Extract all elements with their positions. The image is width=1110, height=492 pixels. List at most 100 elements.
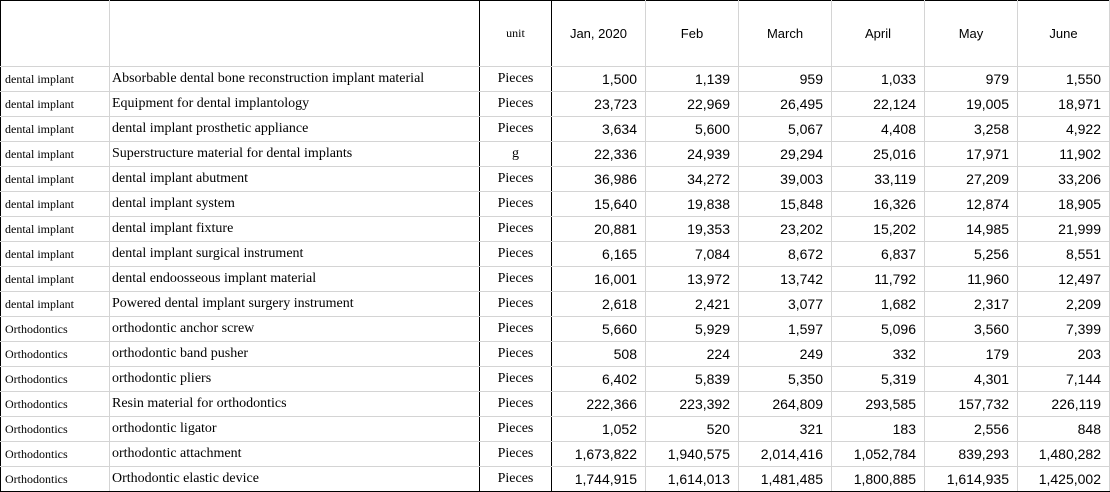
unit-header: unit	[479, 0, 552, 67]
header-row: unit Jan, 2020 Feb March April May June	[0, 0, 1110, 67]
month-header-feb: Feb	[645, 0, 739, 67]
value-cell-may: 4,301	[924, 366, 1018, 392]
value-cell-feb: 13,972	[645, 266, 739, 292]
unit-cell: Pieces	[479, 216, 552, 242]
month-header-jan: Jan, 2020	[551, 0, 646, 67]
table-row: dental implant dental implant system Piece…	[0, 191, 1110, 217]
category-cell: dental implant	[0, 266, 110, 292]
unit-cell: Pieces	[479, 191, 552, 217]
value-cell-april: 25,016	[831, 141, 925, 167]
value-cell-may: 17,971	[924, 141, 1018, 167]
value-cell-feb: 1,614,013	[645, 466, 739, 492]
value-cell-april: 16,326	[831, 191, 925, 217]
value-cell-may: 5,256	[924, 241, 1018, 267]
value-cell-june: 848	[1017, 416, 1110, 442]
item-name-cell: dental implant abutment	[109, 166, 480, 192]
item-name-cell: dental implant fixture	[109, 216, 480, 242]
value-cell-feb: 24,939	[645, 141, 739, 167]
category-cell: dental implant	[0, 166, 110, 192]
value-cell-feb: 1,139	[645, 66, 739, 92]
category-cell: dental implant	[0, 291, 110, 317]
value-cell-may: 11,960	[924, 266, 1018, 292]
unit-cell: Pieces	[479, 116, 552, 142]
value-cell-jan: 508	[551, 341, 646, 367]
table-row: dental implant Absorbable dental bone rec…	[0, 66, 1110, 92]
category-cell: dental implant	[0, 66, 110, 92]
unit-cell: Pieces	[479, 366, 552, 392]
value-cell-march: 3,077	[738, 291, 832, 317]
value-cell-jan: 6,165	[551, 241, 646, 267]
month-header-march: March	[738, 0, 832, 67]
table-row: dental implant dental implant surgical in…	[0, 241, 1110, 267]
table-row: dental implant dental implant prosthetic …	[0, 116, 1110, 142]
value-cell-april: 1,052,784	[831, 441, 925, 467]
value-cell-june: 2,209	[1017, 291, 1110, 317]
item-header	[109, 0, 480, 67]
table-row: Orthodontics Resin material for orthodont…	[0, 391, 1110, 417]
value-cell-jan: 23,723	[551, 91, 646, 117]
value-cell-march: 39,003	[738, 166, 832, 192]
unit-cell: Pieces	[479, 316, 552, 342]
value-cell-may: 27,209	[924, 166, 1018, 192]
value-cell-may: 3,560	[924, 316, 1018, 342]
table-row: dental implant dental implant abutment Pie…	[0, 166, 1110, 192]
value-cell-jan: 222,366	[551, 391, 646, 417]
item-name-cell: dental implant system	[109, 191, 480, 217]
value-cell-june: 1,550	[1017, 66, 1110, 92]
value-cell-jan: 1,744,915	[551, 466, 646, 492]
value-cell-march: 264,809	[738, 391, 832, 417]
value-cell-jan: 3,634	[551, 116, 646, 142]
table-row: dental implant Equipment for dental impla…	[0, 91, 1110, 117]
category-cell: dental implant	[0, 116, 110, 142]
value-cell-march: 249	[738, 341, 832, 367]
item-name-cell: orthodontic attachment	[109, 441, 480, 467]
category-cell: Orthodontics	[0, 416, 110, 442]
value-cell-june: 33,206	[1017, 166, 1110, 192]
item-name-cell: Orthodontic elastic device	[109, 466, 480, 492]
value-cell-june: 18,905	[1017, 191, 1110, 217]
item-name-cell: dental implant surgical instrument	[109, 241, 480, 267]
value-cell-may: 157,732	[924, 391, 1018, 417]
value-cell-jan: 16,001	[551, 266, 646, 292]
value-cell-june: 11,902	[1017, 141, 1110, 167]
value-cell-march: 8,672	[738, 241, 832, 267]
value-cell-feb: 520	[645, 416, 739, 442]
value-cell-april: 1,682	[831, 291, 925, 317]
category-cell: Orthodontics	[0, 391, 110, 417]
value-cell-june: 1,480,282	[1017, 441, 1110, 467]
value-cell-march: 5,350	[738, 366, 832, 392]
item-name-cell: Absorbable dental bone reconstruction im…	[109, 66, 480, 92]
category-cell: dental implant	[0, 241, 110, 267]
table-body: dental implant Absorbable dental bone rec…	[0, 66, 1110, 492]
value-cell-april: 293,585	[831, 391, 925, 417]
item-name-cell: Equipment for dental implantology	[109, 91, 480, 117]
value-cell-feb: 5,839	[645, 366, 739, 392]
value-cell-april: 1,033	[831, 66, 925, 92]
table-row: Orthodontics Orthodontic elastic device Pi…	[0, 466, 1110, 492]
value-cell-feb: 7,084	[645, 241, 739, 267]
value-cell-april: 33,119	[831, 166, 925, 192]
unit-cell: Pieces	[479, 466, 552, 492]
value-cell-may: 14,985	[924, 216, 1018, 242]
category-cell: Orthodontics	[0, 441, 110, 467]
item-name-cell: orthodontic pliers	[109, 366, 480, 392]
value-cell-may: 19,005	[924, 91, 1018, 117]
value-cell-march: 321	[738, 416, 832, 442]
value-cell-march: 5,067	[738, 116, 832, 142]
value-cell-feb: 34,272	[645, 166, 739, 192]
unit-cell: Pieces	[479, 91, 552, 117]
value-cell-feb: 19,353	[645, 216, 739, 242]
table-row: Orthodontics orthodontic anchor screw Piec…	[0, 316, 1110, 342]
table-row: Orthodontics orthodontic ligator Pieces 1,0…	[0, 416, 1110, 442]
value-cell-jan: 1,673,822	[551, 441, 646, 467]
category-cell: dental implant	[0, 91, 110, 117]
value-cell-june: 21,999	[1017, 216, 1110, 242]
value-cell-march: 1,481,485	[738, 466, 832, 492]
month-header-april: April	[831, 0, 925, 67]
table-row: Orthodontics orthodontic pliers Pieces 6,40…	[0, 366, 1110, 392]
unit-cell: Pieces	[479, 241, 552, 267]
value-cell-jan: 15,640	[551, 191, 646, 217]
value-cell-may: 3,258	[924, 116, 1018, 142]
unit-cell: Pieces	[479, 341, 552, 367]
value-cell-may: 12,874	[924, 191, 1018, 217]
